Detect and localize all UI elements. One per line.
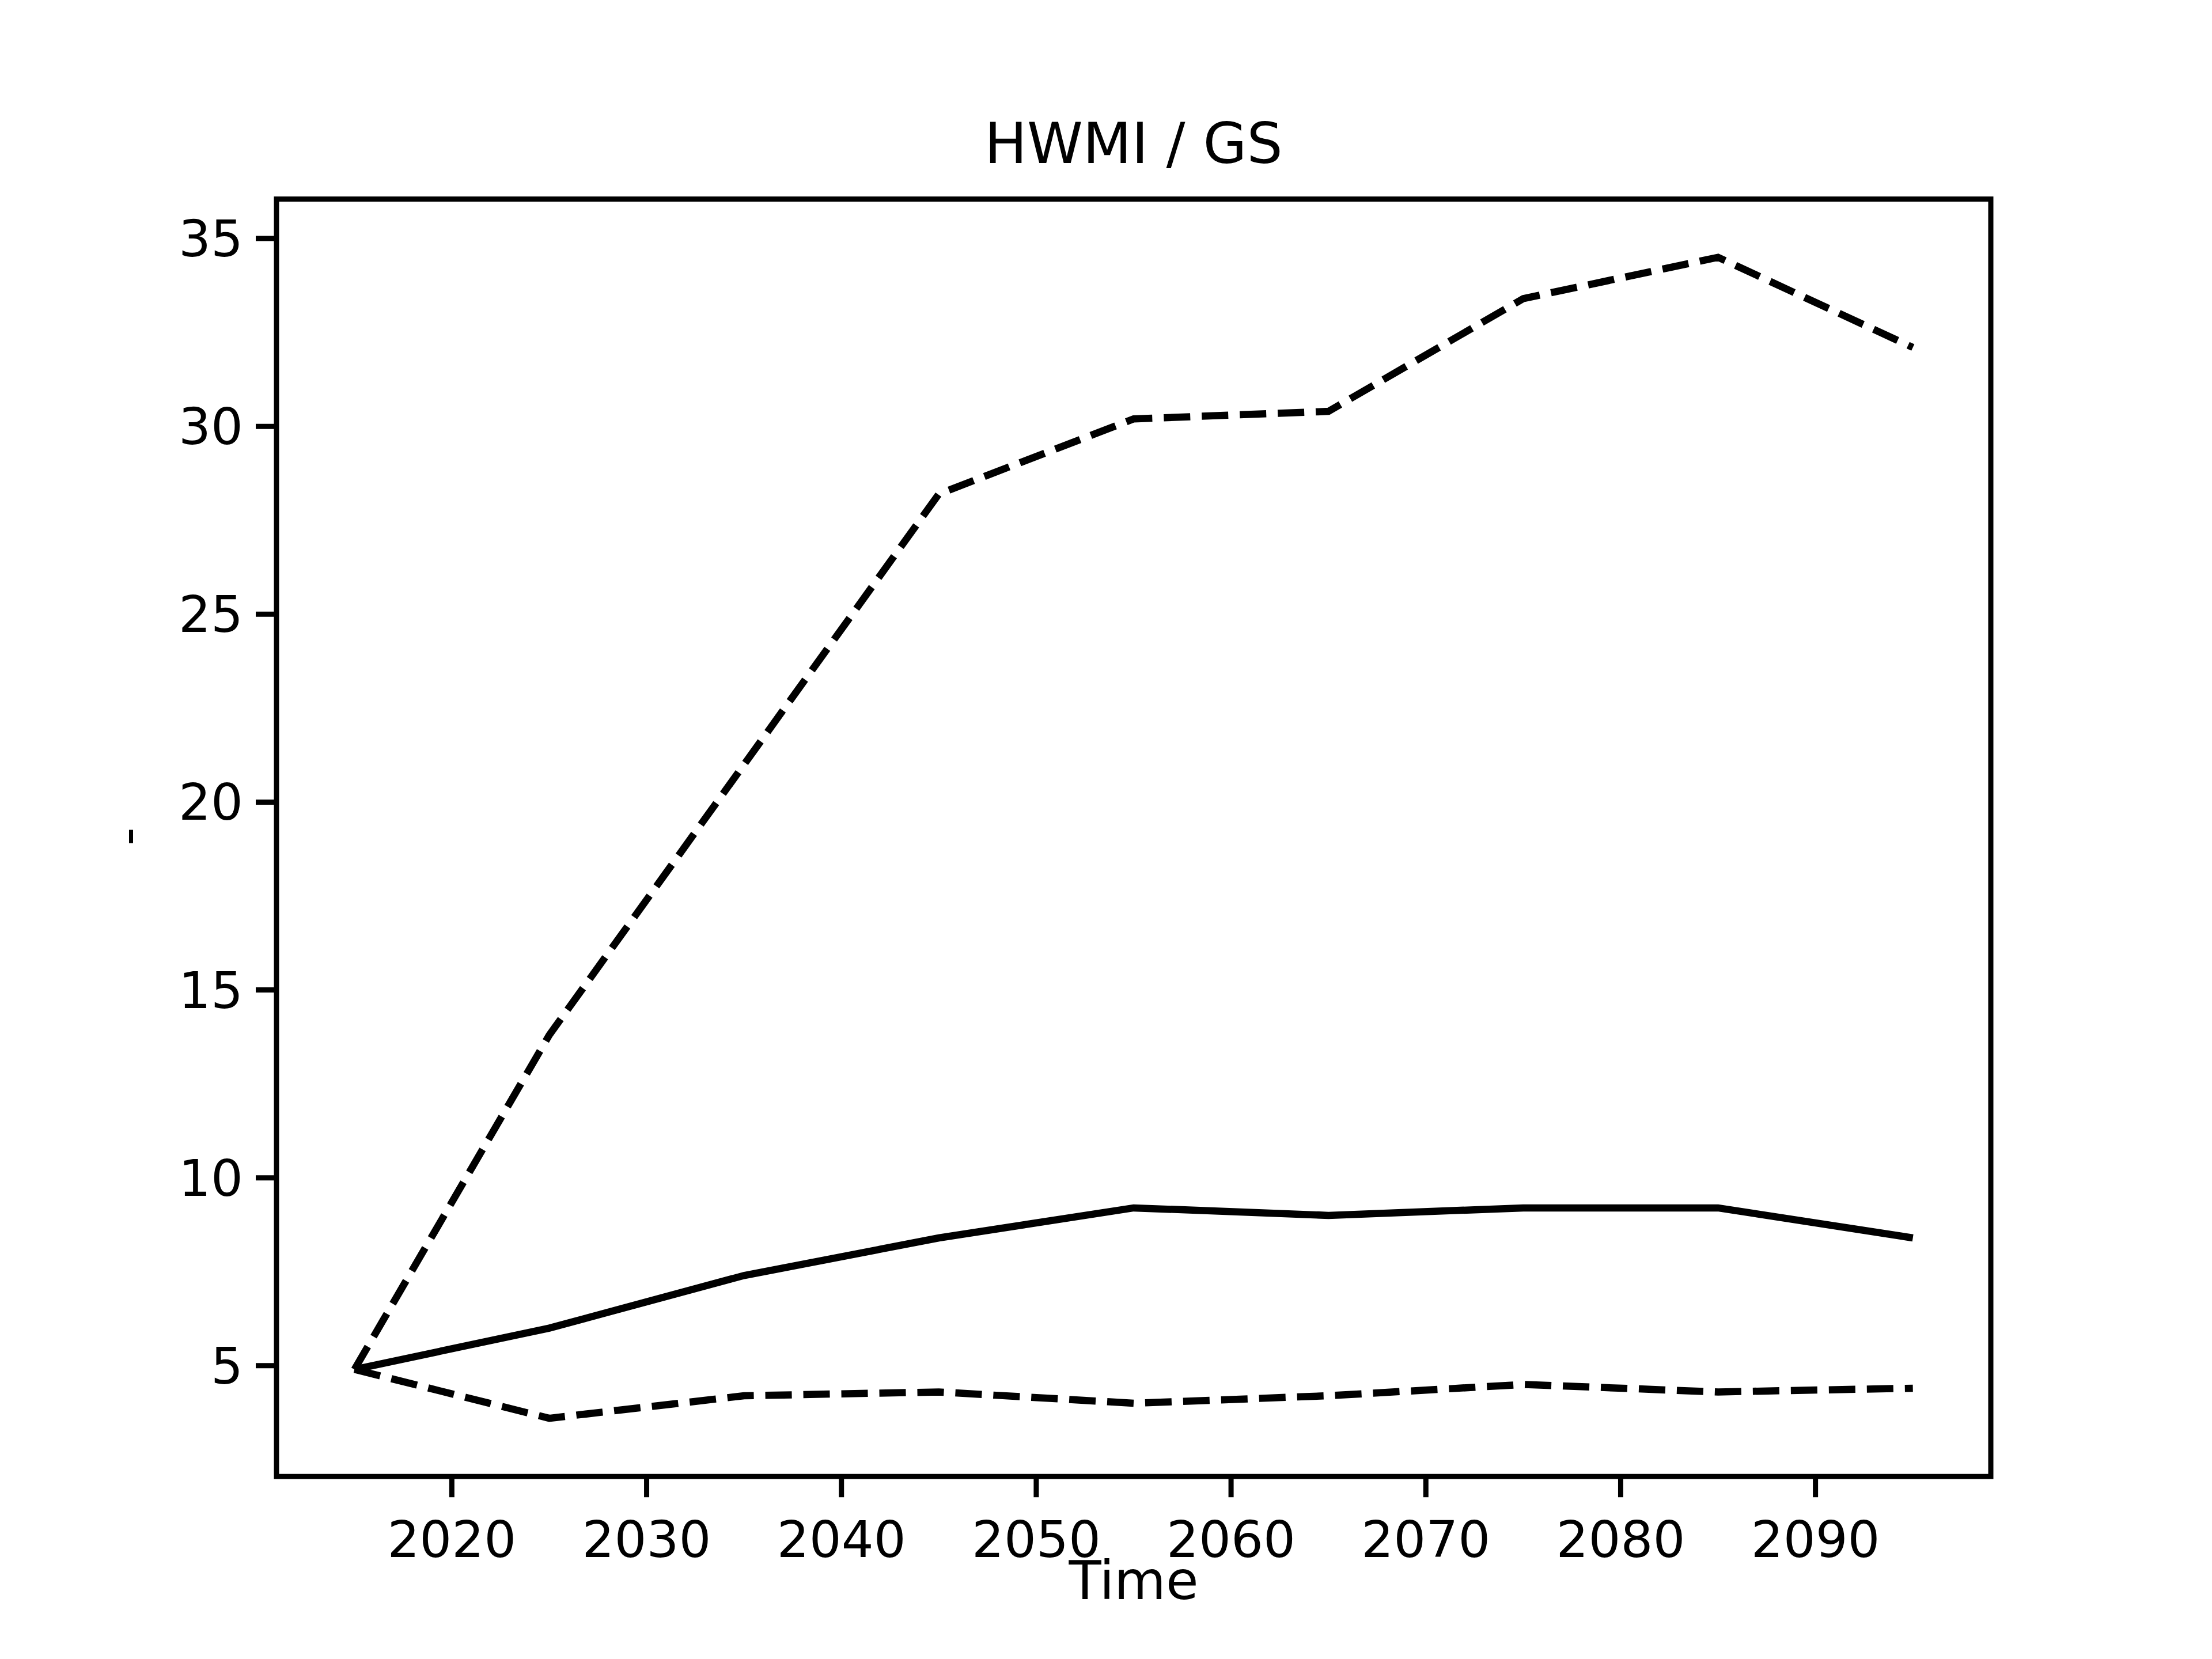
y-tick-label: 35 [179,209,243,268]
y-axis-label: - [102,827,153,846]
y-tick-label: 15 [179,961,243,1020]
y-tick-label: 20 [179,772,243,832]
series-upper-dashed-line [354,257,1912,1370]
series-lower-dashed-line [354,1369,1912,1418]
chart-canvas: 2020203020402050206020702080209051015202… [0,0,2212,1659]
series-middle-solid-line [354,1208,1912,1369]
chart-title: HWMI / GS [276,113,1991,175]
plot-frame [276,199,1991,1477]
figure: 2020203020402050206020702080209051015202… [0,0,2212,1659]
x-axis-label: Time [276,1552,1991,1610]
y-tick-label: 30 [179,397,243,456]
y-tick-label: 25 [179,585,243,644]
y-tick-label: 5 [211,1336,243,1396]
y-tick-label: 10 [179,1149,243,1208]
